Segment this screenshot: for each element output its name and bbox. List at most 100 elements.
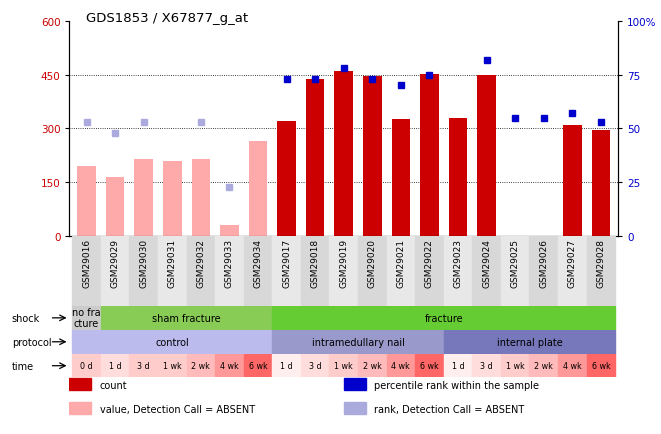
Bar <box>301 354 329 378</box>
Bar <box>69 378 91 391</box>
Bar <box>449 118 467 237</box>
Bar <box>220 226 239 237</box>
Bar <box>344 402 366 414</box>
Text: protocol: protocol <box>12 337 52 347</box>
Bar <box>215 354 244 378</box>
Text: 0 d: 0 d <box>80 361 93 370</box>
Text: 2 wk: 2 wk <box>363 361 382 370</box>
Bar <box>249 141 267 237</box>
Text: GSM29026: GSM29026 <box>539 239 548 287</box>
Bar <box>101 237 130 306</box>
Bar <box>163 161 182 237</box>
Bar <box>192 160 210 237</box>
Text: 1 wk: 1 wk <box>334 361 353 370</box>
Text: count: count <box>100 380 127 390</box>
Text: GSM29023: GSM29023 <box>453 239 463 287</box>
Text: no fra
cture: no fra cture <box>72 307 101 329</box>
Text: GSM29029: GSM29029 <box>110 239 120 287</box>
Bar <box>272 306 615 330</box>
Text: 3 d: 3 d <box>309 361 321 370</box>
Bar <box>387 237 415 306</box>
Text: GSM29021: GSM29021 <box>397 239 405 287</box>
Text: GSM29028: GSM29028 <box>596 239 605 287</box>
Bar <box>72 354 101 378</box>
Bar <box>420 75 439 237</box>
Bar <box>158 354 186 378</box>
Text: internal plate: internal plate <box>496 337 563 347</box>
Bar <box>272 237 301 306</box>
Text: GSM29018: GSM29018 <box>311 239 320 288</box>
Bar <box>101 354 130 378</box>
Text: GSM29022: GSM29022 <box>425 239 434 287</box>
Bar <box>363 77 381 237</box>
Bar <box>72 306 101 330</box>
Bar <box>415 237 444 306</box>
Text: control: control <box>155 337 189 347</box>
Text: intramedullary nail: intramedullary nail <box>311 337 405 347</box>
Text: 2 wk: 2 wk <box>192 361 210 370</box>
Text: 1 wk: 1 wk <box>163 361 182 370</box>
Text: 6 wk: 6 wk <box>249 361 267 370</box>
Bar <box>444 237 473 306</box>
Text: 2 wk: 2 wk <box>534 361 553 370</box>
Bar <box>391 120 410 237</box>
Bar <box>272 354 301 378</box>
Text: rank, Detection Call = ABSENT: rank, Detection Call = ABSENT <box>374 404 524 414</box>
Bar <box>158 237 186 306</box>
Text: 6 wk: 6 wk <box>420 361 439 370</box>
Bar <box>558 354 586 378</box>
Bar <box>186 354 215 378</box>
Bar <box>72 237 101 306</box>
Text: GSM29019: GSM29019 <box>339 239 348 288</box>
Bar <box>358 354 387 378</box>
Text: GSM29016: GSM29016 <box>82 239 91 288</box>
Bar <box>477 76 496 237</box>
Text: GSM29020: GSM29020 <box>368 239 377 287</box>
Bar <box>473 354 501 378</box>
Text: fracture: fracture <box>424 313 463 323</box>
Text: GSM29017: GSM29017 <box>282 239 291 288</box>
Bar <box>72 330 272 354</box>
Bar <box>592 131 610 237</box>
Text: GSM29032: GSM29032 <box>196 239 206 287</box>
Bar <box>529 237 558 306</box>
Bar <box>415 354 444 378</box>
Bar <box>306 80 325 237</box>
Bar <box>501 237 529 306</box>
Bar <box>186 237 215 306</box>
Text: 4 wk: 4 wk <box>563 361 582 370</box>
Text: sham fracture: sham fracture <box>152 313 221 323</box>
Text: 1 d: 1 d <box>109 361 122 370</box>
Bar <box>329 237 358 306</box>
Bar <box>529 354 558 378</box>
Text: 1 d: 1 d <box>280 361 293 370</box>
Bar <box>69 402 91 414</box>
Bar <box>101 306 272 330</box>
Bar <box>130 237 158 306</box>
Text: 1 wk: 1 wk <box>506 361 525 370</box>
Bar <box>586 237 615 306</box>
Bar <box>501 354 529 378</box>
Bar <box>344 378 366 391</box>
Text: 3 d: 3 d <box>481 361 493 370</box>
Text: GSM29030: GSM29030 <box>139 239 148 288</box>
Bar <box>215 237 244 306</box>
Text: 1 d: 1 d <box>451 361 464 370</box>
Bar <box>444 330 615 354</box>
Text: time: time <box>12 361 34 371</box>
Text: GSM29031: GSM29031 <box>168 239 176 288</box>
Text: 6 wk: 6 wk <box>592 361 610 370</box>
Bar <box>334 72 353 237</box>
Text: GSM29033: GSM29033 <box>225 239 234 288</box>
Bar <box>558 237 586 306</box>
Text: GSM29024: GSM29024 <box>482 239 491 287</box>
Text: 4 wk: 4 wk <box>220 361 239 370</box>
Bar <box>329 354 358 378</box>
Text: GSM29025: GSM29025 <box>511 239 520 287</box>
Text: shock: shock <box>12 313 40 323</box>
Bar <box>563 125 582 237</box>
Text: 3 d: 3 d <box>137 361 150 370</box>
Text: GSM29027: GSM29027 <box>568 239 577 287</box>
Text: GSM29034: GSM29034 <box>254 239 262 287</box>
Bar <box>106 178 124 237</box>
